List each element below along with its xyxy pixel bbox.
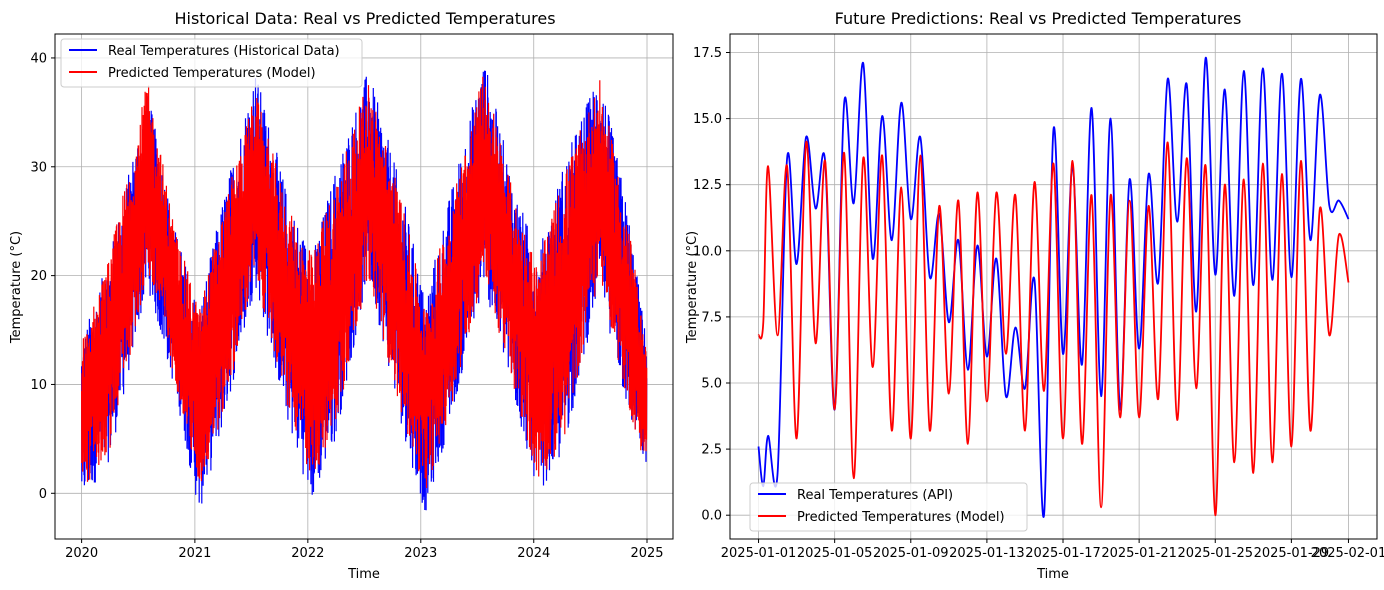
- x-tick-label: 2025-02-01: [1311, 546, 1384, 561]
- y-axis-label: Temperature (°C): [9, 231, 24, 344]
- y-tick-label: 5.0: [701, 377, 722, 392]
- x-tick-label: 2025: [630, 546, 663, 561]
- x-tick-label: 2025-01-25: [1177, 546, 1253, 561]
- x-tick-label: 2025-01-05: [797, 546, 873, 561]
- y-tick-label: 0.0: [701, 509, 722, 524]
- x-tick-label: 2020: [65, 546, 98, 561]
- series-line-predicted: [81, 76, 648, 489]
- legend-label-real: Real Temperatures (Historical Data): [108, 44, 340, 59]
- series-line-real: [757, 56, 1350, 518]
- legend-box: [749, 482, 1028, 532]
- future-chart: Future Predictions: Real vs Predicted Te…: [685, 9, 1384, 582]
- plot-area: [81, 70, 648, 511]
- y-tick-label: 0: [39, 487, 47, 502]
- y-tick-label: 20: [30, 269, 47, 284]
- x-tick-label: 2025-01-09: [873, 546, 949, 561]
- x-tick-label: 2023: [404, 546, 437, 561]
- legend: Real Temperatures (Historical Data) Pred…: [60, 38, 363, 88]
- y-tick-label: 17.5: [693, 46, 722, 61]
- x-tick-label: 2025-01-17: [1025, 546, 1101, 561]
- x-tick-label: 2025-01-01: [721, 546, 797, 561]
- legend-label-predicted: Predicted Temperatures (Model): [797, 510, 1005, 525]
- historical-chart: Historical Data: Real vs Predicted Tempe…: [9, 9, 674, 582]
- x-tick-label: 2024: [517, 546, 550, 561]
- x-axis-label: Time: [1036, 567, 1069, 582]
- chart-title: Future Predictions: Real vs Predicted Te…: [835, 9, 1242, 28]
- chart-title: Historical Data: Real vs Predicted Tempe…: [174, 9, 555, 28]
- x-tick-label: 2025-01-29: [1254, 546, 1330, 561]
- y-tick-label: 40: [30, 51, 47, 66]
- y-tick-label: 7.5: [701, 310, 722, 325]
- y-tick-label: 15.0: [693, 112, 722, 127]
- x-tick-label: 2025-01-13: [949, 546, 1025, 561]
- axes-frame: [729, 33, 1378, 540]
- y-tick-label: 10: [30, 378, 47, 393]
- legend-box: [60, 38, 363, 88]
- x-tick-label: 2022: [291, 546, 324, 561]
- axes-frame: [54, 33, 674, 540]
- y-tick-label: 10.0: [693, 244, 722, 259]
- y-tick-label: 12.5: [693, 178, 722, 193]
- legend-label-predicted: Predicted Temperatures (Model): [108, 66, 316, 81]
- ticks: 0 10 20 30 40 2020 2021 2022 2023 2024 2025: [30, 51, 663, 561]
- plot-area: [757, 56, 1350, 518]
- legend-label-real: Real Temperatures (API): [797, 488, 953, 503]
- y-tick-label: 30: [30, 160, 47, 175]
- x-tick-label: 2025-01-21: [1101, 546, 1177, 561]
- series-line-predicted: [757, 141, 1350, 517]
- legend: Real Temperatures (API) Predicted Temper…: [749, 482, 1028, 532]
- y-axis-label: Temperature (°C): [685, 231, 700, 344]
- x-axis-label: Time: [347, 567, 380, 582]
- x-tick-label: 2021: [178, 546, 211, 561]
- y-tick-label: 2.5: [701, 443, 722, 458]
